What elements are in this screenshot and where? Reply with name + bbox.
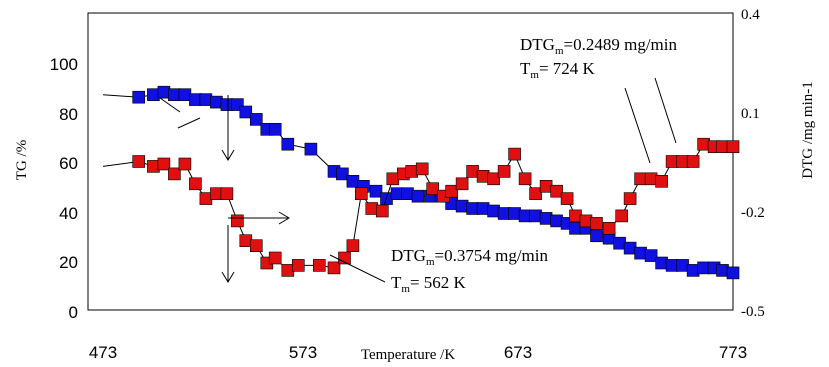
plot-frame	[87, 12, 734, 311]
data-point	[529, 187, 542, 200]
series-layer	[102, 85, 740, 280]
data-point	[312, 259, 326, 272]
data-point	[189, 93, 202, 106]
y-left-tick-label: 40	[59, 204, 78, 223]
arrow-line	[177, 117, 201, 129]
data-point	[655, 175, 668, 188]
data-point	[426, 182, 440, 195]
x-axis-title: Temperature /K	[361, 347, 455, 363]
data-point	[304, 142, 318, 156]
data-point	[550, 184, 563, 198]
data-point	[686, 155, 700, 168]
data-point	[354, 187, 368, 200]
data-point	[560, 192, 574, 205]
data-point	[346, 239, 360, 252]
data-point	[239, 105, 253, 119]
data-point	[178, 88, 192, 101]
data-point	[147, 88, 160, 101]
data-point	[623, 192, 637, 205]
pointer-line	[654, 77, 677, 144]
annotation-dtg-724: DTGm=0.2489 mg/min	[520, 35, 677, 57]
data-point	[327, 261, 341, 275]
y-left-axis-title: TG /%	[14, 140, 30, 180]
arrow-head-icon	[278, 211, 290, 225]
data-point	[268, 251, 282, 265]
pointer-line	[329, 254, 386, 283]
y-left-tick-label: 60	[59, 154, 78, 173]
y-right-tick-label: 0.4	[741, 7, 760, 23]
data-point	[375, 204, 389, 218]
y-left-tick-label: 80	[59, 105, 78, 124]
data-point	[220, 187, 234, 200]
data-point	[415, 162, 429, 176]
x-tick-label: 673	[504, 343, 532, 362]
data-point	[602, 222, 616, 235]
y-left-tick-label: 20	[59, 253, 78, 272]
data-point	[210, 187, 223, 200]
data-point	[199, 192, 213, 205]
data-point	[157, 85, 171, 99]
y-right-tick-label: 0.1	[741, 106, 760, 122]
data-point	[157, 157, 171, 171]
data-point	[336, 167, 349, 181]
data-point	[268, 123, 282, 136]
data-point	[445, 184, 458, 198]
data-point	[168, 167, 181, 181]
data-point	[281, 137, 295, 151]
data-point	[189, 177, 202, 191]
data-point	[132, 155, 145, 168]
x-tick-label: 573	[289, 343, 317, 362]
arrow-head-icon	[221, 271, 235, 283]
data-point	[726, 140, 740, 153]
data-point	[644, 249, 658, 262]
data-point	[590, 217, 603, 230]
data-point	[168, 88, 181, 101]
data-point	[199, 93, 213, 106]
y-right-tick-label: -0.2	[741, 205, 765, 221]
data-point	[369, 184, 383, 198]
arrow-line	[159, 97, 181, 113]
data-point	[250, 113, 263, 126]
data-point	[518, 172, 532, 186]
annotation-tm-724: Tm= 724 K	[520, 59, 596, 81]
data-point	[220, 98, 234, 111]
y-left-tick-label: 0	[69, 303, 78, 322]
annotation-dtg-562: DTGm=0.3754 mg/min	[391, 246, 548, 268]
data-point	[250, 239, 263, 252]
y-right-axis-title: DTG /mg min-1	[800, 81, 816, 179]
data-point	[291, 259, 305, 272]
annotation-arrows	[159, 77, 677, 283]
data-point	[210, 95, 223, 109]
data-point	[590, 229, 603, 243]
y-left-tick-label: 100	[50, 55, 78, 74]
data-point	[178, 157, 192, 171]
data-point	[132, 90, 145, 104]
data-point	[508, 147, 521, 161]
data-point	[411, 189, 425, 203]
data-point	[455, 177, 469, 191]
arrow-head-icon	[221, 149, 235, 161]
data-point	[487, 172, 500, 186]
data-point	[147, 160, 160, 173]
pointer-line	[624, 87, 651, 164]
annotation-tm-562: Tm= 562 K	[391, 273, 467, 295]
data-point	[615, 209, 629, 223]
data-point	[497, 165, 511, 178]
data-point	[231, 214, 244, 228]
data-point	[726, 266, 740, 280]
x-tick-label: 473	[89, 343, 117, 362]
x-tick-label: 773	[719, 343, 747, 362]
y-right-tick-label: -0.5	[741, 304, 765, 320]
